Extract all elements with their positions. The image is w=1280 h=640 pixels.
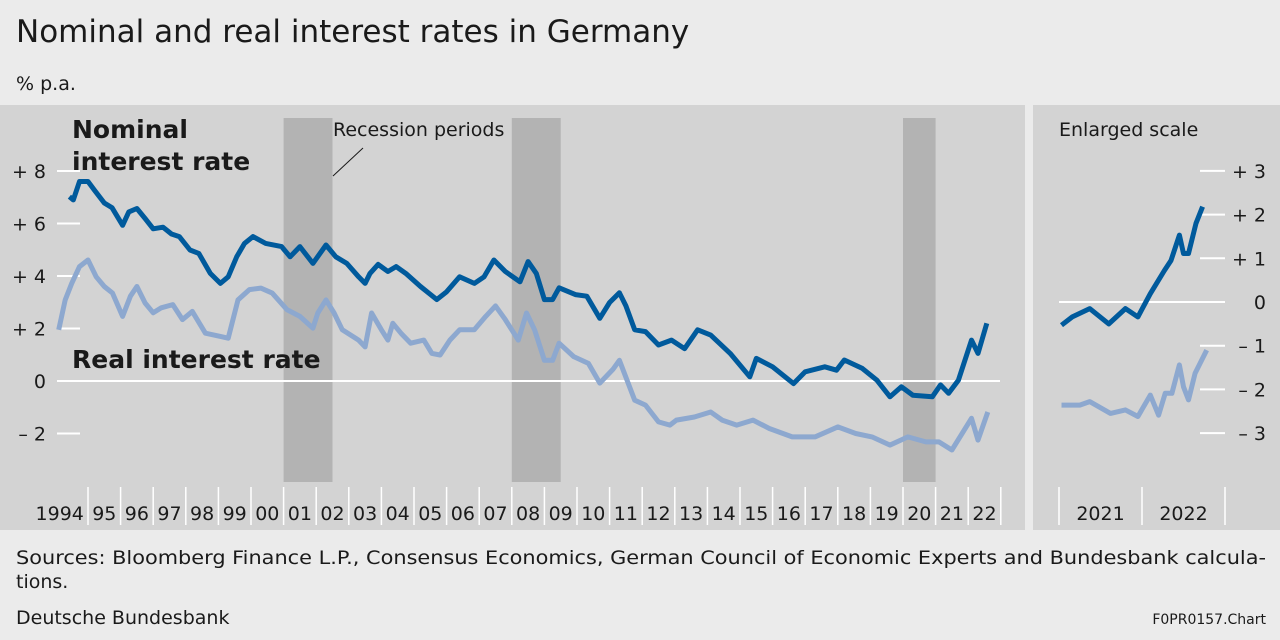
x-tick-label: 11	[614, 503, 638, 525]
x-tick-label: 22	[972, 503, 996, 525]
recession-band	[903, 118, 936, 482]
x-tick-label: 12	[646, 503, 670, 525]
x-tick-label: 03	[353, 503, 377, 525]
recession-shading	[283, 118, 936, 482]
x-tick-label: 19	[875, 503, 899, 525]
x-tick-label: 10	[581, 503, 605, 525]
real-rate-line	[1061, 348, 1209, 419]
unit-label: % p.a.	[16, 73, 76, 95]
x-tick-label: 13	[679, 503, 703, 525]
y-tick-label: + 3	[1232, 161, 1266, 183]
y-tick-label: 0	[1254, 292, 1266, 314]
enlarged-series	[1059, 205, 1209, 419]
y-tick-label: 0	[34, 371, 46, 393]
real-rate-line	[56, 257, 991, 453]
x-tick-label: 2021	[1076, 503, 1124, 525]
x-tick-label: 00	[255, 503, 279, 525]
enlarged-title: Enlarged scale	[1059, 119, 1198, 141]
x-tick-label: 17	[809, 503, 833, 525]
x-tick-label: 98	[190, 503, 214, 525]
x-tick-label: 15	[744, 503, 768, 525]
main-series	[56, 179, 991, 453]
y-tick-label: + 4	[12, 266, 46, 288]
chart-code: F0PR0157.Chart	[1152, 612, 1266, 628]
x-tick-label: 09	[549, 503, 573, 525]
y-tick-label: – 3	[1238, 423, 1266, 445]
sources-line1: Sources: Bloomberg Finance L.P., Consens…	[16, 547, 1266, 569]
recession-annotation: Recession periods	[333, 119, 504, 141]
y-tick-label: – 2	[1238, 379, 1266, 401]
x-tick-label: 01	[288, 503, 312, 525]
x-tick-label: 21	[940, 503, 964, 525]
nominal-rate-line	[67, 179, 990, 400]
y-tick-label: + 2	[1232, 205, 1266, 227]
chart-title: Nominal and real interest rates in Germa…	[16, 14, 689, 50]
x-tick-label: 08	[516, 503, 540, 525]
x-tick-label: 16	[777, 503, 801, 525]
main-axes: + 8 + 6 + 4 + 2 0 – 2 1994 95 96 97 98 99 00 01 02 03 04…	[12, 161, 1002, 525]
y-tick-label: + 2	[12, 319, 46, 341]
y-tick-label: – 2	[18, 424, 46, 446]
x-tick-label: 97	[157, 503, 181, 525]
y-tick-label: + 1	[1232, 248, 1266, 270]
x-tick-label: 05	[418, 503, 442, 525]
sources-line2: tions.	[16, 571, 68, 593]
nominal-label-line2: interest rate	[72, 147, 250, 176]
x-tick-label: 14	[712, 503, 736, 525]
publisher: Deutsche Bundesbank	[16, 607, 229, 629]
x-tick-label: 02	[320, 503, 344, 525]
y-tick-label: – 1	[1238, 336, 1266, 358]
x-tick-label: 04	[386, 503, 410, 525]
x-tick-label: 99	[223, 503, 247, 525]
x-tick-label: 07	[483, 503, 507, 525]
x-tick-label: 1994	[36, 503, 84, 525]
y-tick-label: + 6	[12, 214, 46, 236]
x-tick-label: 20	[907, 503, 931, 525]
enlarged-axes: + 3 + 2 + 1 0 – 1 – 2 – 3 2021 2022	[1058, 161, 1266, 525]
y-tick-label: + 8	[12, 161, 46, 183]
recession-leader-line	[332, 147, 364, 177]
nominal-rate-line	[1059, 205, 1205, 328]
x-tick-label: 96	[125, 503, 149, 525]
nominal-label-line1: Nominal	[72, 115, 188, 144]
x-tick-label: 2022	[1159, 503, 1207, 525]
x-tick-label: 95	[92, 503, 116, 525]
real-label: Real interest rate	[72, 345, 321, 374]
x-tick-label: 18	[842, 503, 866, 525]
x-tick-label: 06	[451, 503, 475, 525]
